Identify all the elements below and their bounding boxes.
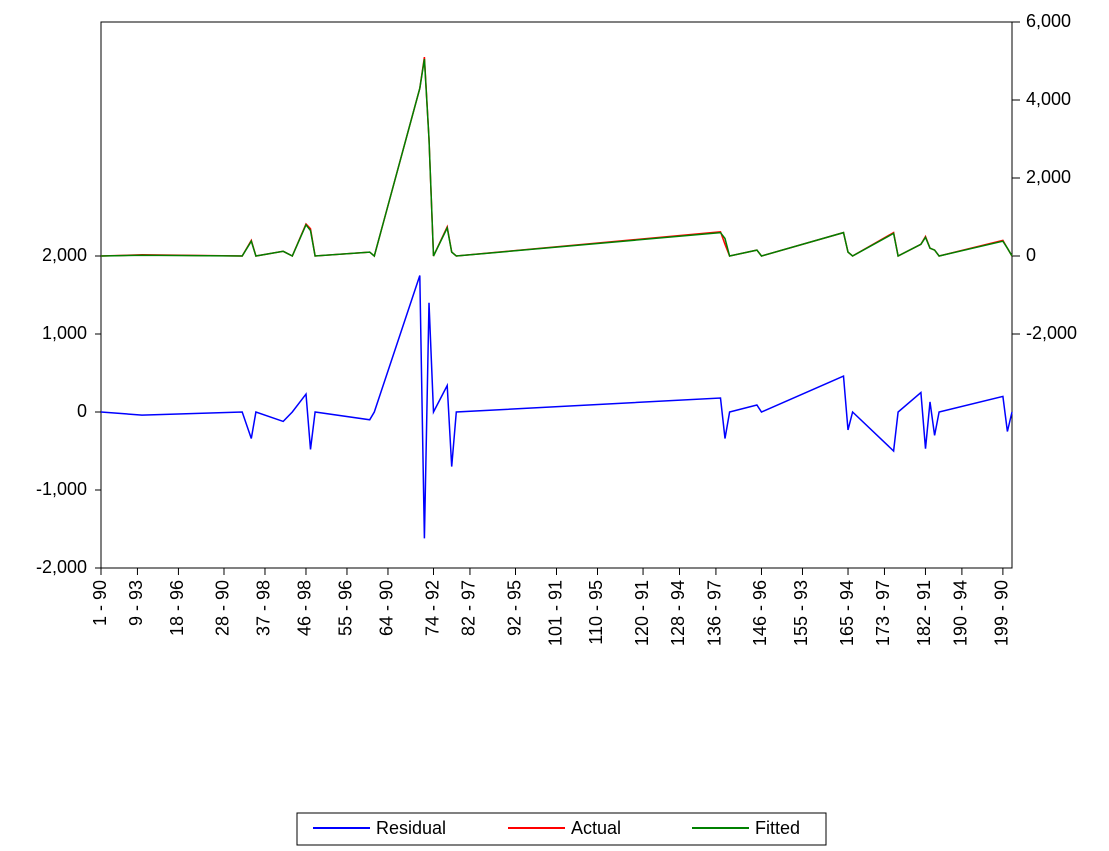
x-tick-label: 146 - 96 — [750, 580, 770, 646]
y-tick-label: -1,000 — [36, 479, 87, 499]
x-tick-label: 182 - 91 — [914, 580, 934, 646]
x-tick-label: 55 - 96 — [336, 580, 356, 636]
x-tick-label: 165 - 94 — [837, 580, 857, 646]
y-tick-label: -2,000 — [36, 557, 87, 577]
y2-tick-label: 6,000 — [1026, 11, 1071, 31]
y-tick-label: 1,000 — [42, 323, 87, 343]
series-line — [100, 56, 1013, 258]
x-tick-label: 110 - 95 — [586, 580, 606, 645]
x-tick-label: 155 - 93 — [791, 580, 811, 646]
x-tick-label: 82 - 97 — [459, 580, 479, 636]
legend-label: Residual — [376, 818, 446, 838]
y2-tick-label: 4,000 — [1026, 89, 1071, 109]
y2-tick-label: -2,000 — [1026, 323, 1077, 343]
x-tick-label: 64 - 90 — [377, 580, 397, 636]
x-tick-label: 101 - 91 — [545, 580, 565, 646]
x-tick-label: 28 - 90 — [213, 580, 233, 636]
legend-label: Fitted — [755, 818, 800, 838]
x-tick-label: 9 - 93 — [126, 580, 146, 626]
x-tick-label: 190 - 94 — [951, 580, 971, 646]
x-tick-label: 120 - 91 — [632, 580, 652, 646]
x-tick-label: 37 - 98 — [254, 580, 274, 636]
legend-label: Actual — [571, 818, 621, 838]
plot-frame — [100, 21, 1013, 569]
y-tick-label: 2,000 — [42, 245, 87, 265]
y-tick-label: 0 — [77, 401, 87, 421]
x-tick-label: 128 - 94 — [668, 580, 688, 646]
x-tick-label: 46 - 98 — [295, 580, 315, 636]
x-tick-label: 136 - 97 — [705, 580, 725, 646]
x-tick-label: 199 - 90 — [992, 580, 1012, 646]
series-line — [100, 58, 1013, 258]
series-line — [100, 275, 1013, 539]
x-tick-label: 74 - 92 — [422, 580, 442, 636]
x-tick-label: 92 - 95 — [504, 580, 524, 636]
x-tick-label: 1 - 90 — [90, 580, 110, 626]
x-tick-label: 173 - 97 — [873, 580, 893, 646]
y2-tick-label: 0 — [1026, 245, 1036, 265]
y2-tick-label: 2,000 — [1026, 167, 1071, 187]
x-tick-label: 18 - 96 — [167, 580, 187, 636]
